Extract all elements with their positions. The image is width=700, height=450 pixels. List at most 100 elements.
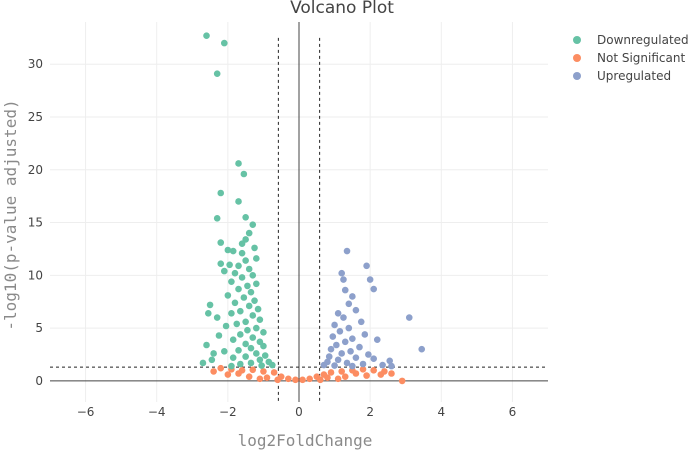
data-point — [365, 351, 372, 358]
data-point — [248, 360, 255, 367]
data-point — [228, 363, 235, 370]
data-point — [235, 370, 242, 377]
data-point — [340, 314, 347, 321]
data-point — [205, 310, 212, 317]
data-point — [418, 346, 425, 353]
legend[interactable]: Downregulated Not Significant Upregulated — [573, 33, 689, 83]
data-point — [353, 370, 360, 377]
data-point — [214, 215, 221, 222]
x-tick-label: −4 — [148, 405, 166, 419]
data-point — [370, 367, 377, 374]
data-point — [249, 367, 256, 374]
data-point — [374, 336, 381, 343]
data-point — [271, 369, 278, 376]
data-point — [217, 239, 224, 246]
legend-marker — [573, 72, 581, 80]
data-point — [306, 375, 313, 382]
data-point — [329, 333, 336, 340]
data-point — [203, 342, 210, 349]
data-point — [346, 301, 353, 308]
data-point — [258, 362, 265, 369]
data-point — [299, 377, 306, 384]
data-point — [237, 331, 244, 338]
data-point — [217, 365, 224, 372]
data-point — [235, 286, 242, 293]
x-tick-label: 4 — [437, 405, 445, 419]
data-point — [346, 325, 353, 332]
data-point — [264, 374, 271, 381]
y-tick-label: 25 — [28, 110, 43, 124]
legend-label: Downregulated — [597, 33, 689, 47]
data-point — [233, 321, 240, 328]
y-tick-label: 20 — [28, 163, 43, 177]
legend-label: Upregulated — [597, 69, 671, 83]
data-point — [221, 268, 228, 275]
data-point — [328, 346, 335, 353]
legend-marker — [573, 36, 581, 44]
data-point — [230, 248, 237, 255]
data-point — [321, 362, 328, 369]
legend-item[interactable]: Upregulated — [573, 69, 671, 83]
data-point — [226, 261, 233, 268]
data-point — [239, 274, 246, 281]
data-point — [242, 341, 249, 348]
legend-label: Not Significant — [597, 51, 685, 65]
legend-item[interactable]: Downregulated — [573, 33, 689, 47]
data-point — [242, 214, 249, 221]
data-point — [253, 255, 260, 262]
data-point — [406, 314, 413, 321]
data-point — [244, 283, 251, 290]
y-tick-label: 5 — [35, 321, 43, 335]
data-point — [242, 353, 249, 360]
data-point — [251, 245, 258, 252]
data-point — [228, 278, 235, 285]
data-point — [370, 355, 377, 362]
data-point — [242, 257, 249, 264]
data-point — [230, 354, 237, 361]
data-point — [399, 378, 406, 385]
data-point — [237, 308, 244, 315]
data-point — [353, 354, 360, 361]
data-point — [353, 307, 360, 314]
data-point — [225, 371, 232, 378]
y-tick-label: 15 — [28, 216, 43, 230]
data-point — [347, 348, 354, 355]
data-point — [217, 190, 224, 197]
data-point — [248, 289, 255, 296]
data-point — [207, 302, 214, 309]
data-point — [358, 318, 365, 325]
data-point — [209, 356, 216, 363]
data-point — [260, 343, 267, 350]
points-layer — [200, 32, 425, 384]
data-point — [349, 363, 356, 370]
legend-marker — [573, 54, 581, 62]
x-tick-label: 0 — [295, 405, 303, 419]
data-point — [253, 350, 260, 357]
data-point — [331, 362, 338, 369]
data-point — [317, 377, 324, 384]
data-point — [203, 32, 210, 39]
data-point — [242, 318, 249, 325]
data-point — [363, 263, 370, 270]
data-point — [388, 363, 395, 370]
data-point — [388, 370, 395, 377]
data-point — [340, 276, 347, 283]
y-tick-label: 10 — [28, 268, 43, 282]
data-point — [260, 329, 267, 336]
data-point — [335, 356, 342, 363]
y-tick-label: 30 — [28, 57, 43, 71]
data-point — [344, 248, 351, 255]
reference-lines — [50, 22, 548, 402]
data-point — [235, 198, 242, 205]
legend-item[interactable]: Not Significant — [573, 51, 685, 65]
data-point — [257, 375, 264, 382]
data-point — [333, 342, 340, 349]
data-point — [249, 272, 256, 279]
data-point — [285, 375, 292, 382]
x-axis-title: log2FoldChange — [238, 431, 373, 450]
data-point — [362, 331, 369, 338]
y-axis-title: -log10(p-value adjusted) — [1, 99, 20, 330]
data-point — [342, 339, 349, 346]
data-point — [331, 322, 338, 329]
data-point — [292, 377, 299, 384]
